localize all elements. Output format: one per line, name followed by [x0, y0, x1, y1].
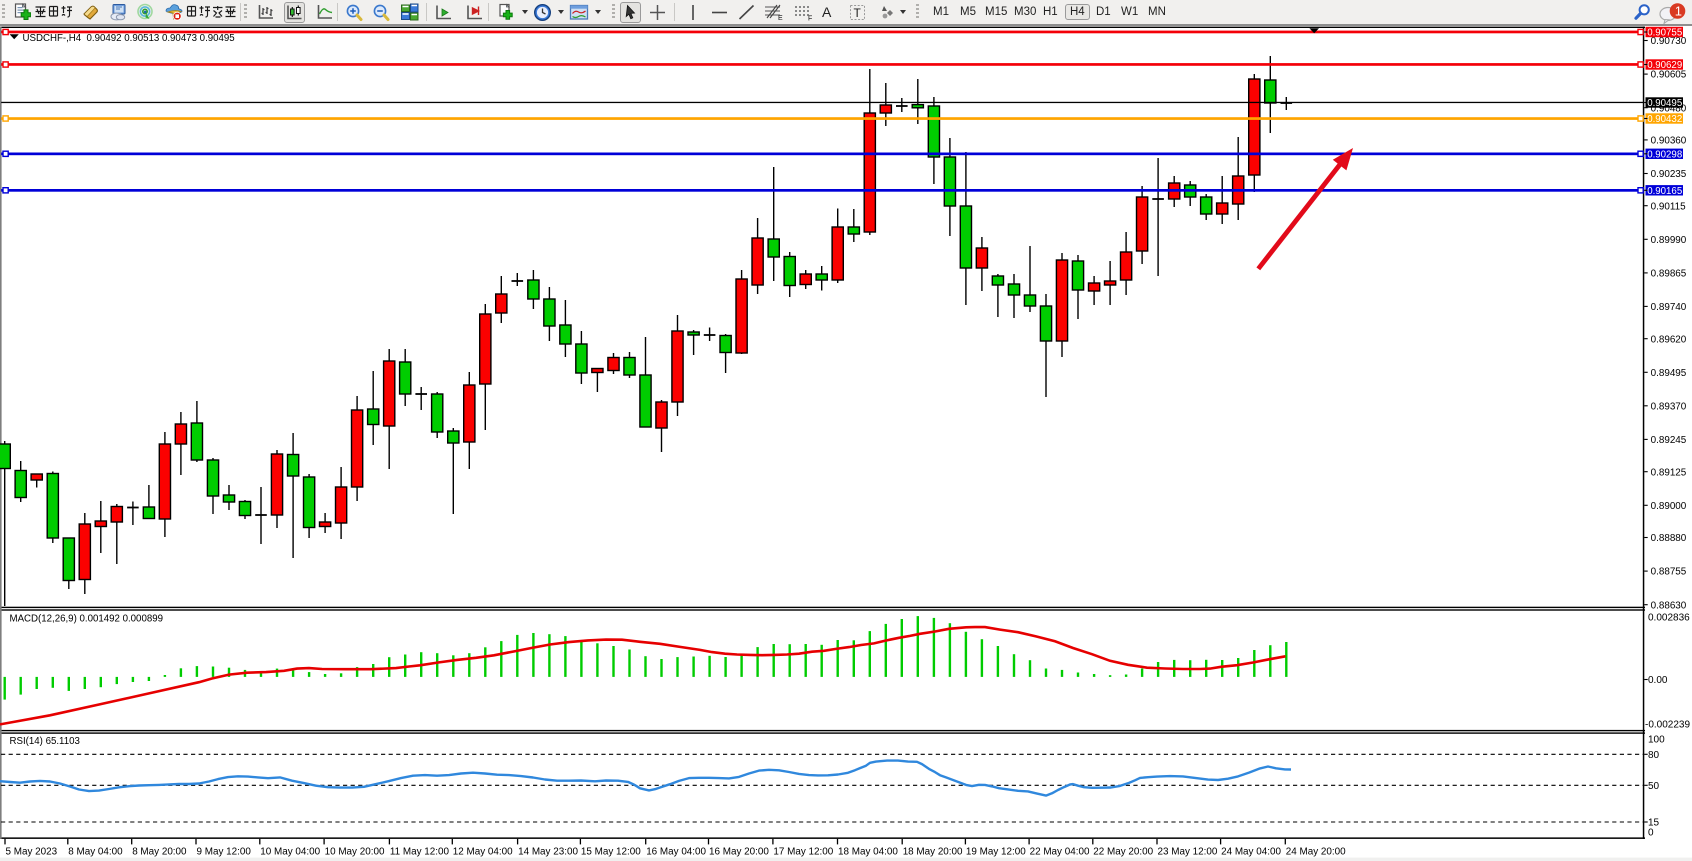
svg-text:0.002836: 0.002836: [1648, 613, 1690, 624]
svg-text:23 May 12:00: 23 May 12:00: [1158, 846, 1218, 857]
svg-text:19 May 12:00: 19 May 12:00: [966, 846, 1026, 857]
svg-text:8 May 20:00: 8 May 20:00: [132, 846, 187, 857]
svg-text:10 May 20:00: 10 May 20:00: [325, 846, 385, 857]
svg-text:0.90730: 0.90730: [1651, 36, 1687, 47]
svg-text:100: 100: [1648, 735, 1665, 746]
svg-text:0.90115: 0.90115: [1651, 201, 1686, 212]
svg-text:0.89245: 0.89245: [1651, 435, 1687, 446]
svg-text:0.88755: 0.88755: [1651, 567, 1687, 578]
svg-text:11 May 12:00: 11 May 12:00: [390, 846, 450, 857]
svg-text:0.90605: 0.90605: [1651, 70, 1687, 81]
svg-text:-0.002239: -0.002239: [1645, 720, 1690, 731]
svg-text:0.89125: 0.89125: [1651, 467, 1687, 478]
svg-text:0.88630: 0.88630: [1651, 600, 1687, 611]
svg-text:T: T: [854, 6, 862, 20]
svg-text:0.89495: 0.89495: [1651, 368, 1687, 379]
svg-text:0.89000: 0.89000: [1651, 501, 1687, 512]
svg-text:5 May 2023: 5 May 2023: [6, 846, 58, 857]
svg-text:USDCHF-,H4 0.90492 0.90513 0.: USDCHF-,H4 0.90492 0.90513 0.90473 0.904…: [23, 33, 235, 44]
svg-text:F: F: [808, 16, 812, 23]
svg-text:MACD(12,26,9) 0.001492 0.00089: MACD(12,26,9) 0.001492 0.000899: [10, 614, 164, 625]
svg-text:16 May 04:00: 16 May 04:00: [646, 846, 706, 857]
svg-text:0.90165: 0.90165: [1647, 186, 1682, 197]
svg-text:RSI(14) 65.1103: RSI(14) 65.1103: [10, 736, 80, 747]
svg-text:16 May 20:00: 16 May 20:00: [709, 846, 769, 857]
svg-text:E: E: [778, 15, 783, 22]
svg-text:24 May 04:00: 24 May 04:00: [1221, 846, 1281, 857]
svg-text:0: 0: [1648, 828, 1654, 839]
svg-text:17 May 12:00: 17 May 12:00: [773, 846, 833, 857]
svg-text:0.89620: 0.89620: [1651, 334, 1687, 345]
svg-text:80: 80: [1648, 750, 1660, 761]
svg-text:14 May 23:00: 14 May 23:00: [518, 846, 578, 857]
svg-text:0.90629: 0.90629: [1647, 60, 1682, 71]
svg-text:8 May 04:00: 8 May 04:00: [68, 846, 123, 857]
svg-text:0.89990: 0.89990: [1651, 235, 1687, 246]
svg-text:18 May 04:00: 18 May 04:00: [838, 846, 898, 857]
svg-text:0.00: 0.00: [1648, 675, 1668, 686]
svg-text:12 May 04:00: 12 May 04:00: [453, 846, 513, 857]
svg-text:0.88880: 0.88880: [1651, 533, 1687, 544]
svg-text:0.90755: 0.90755: [1647, 28, 1682, 39]
svg-text:10 May 04:00: 10 May 04:00: [260, 846, 320, 857]
svg-text:0.89370: 0.89370: [1651, 401, 1687, 412]
svg-text:0.89865: 0.89865: [1651, 269, 1687, 280]
svg-text:0.90480: 0.90480: [1651, 103, 1687, 114]
svg-text:18 May 20:00: 18 May 20:00: [903, 846, 963, 857]
svg-text:0.90298: 0.90298: [1647, 149, 1682, 160]
svg-text:24 May 20:00: 24 May 20:00: [1286, 846, 1346, 857]
svg-text:0.90432: 0.90432: [1647, 114, 1682, 125]
svg-text:9 May 12:00: 9 May 12:00: [197, 846, 252, 857]
svg-text:22 May 04:00: 22 May 04:00: [1030, 846, 1090, 857]
svg-text:0.89740: 0.89740: [1651, 302, 1687, 313]
svg-text:0.90495: 0.90495: [1647, 98, 1682, 109]
svg-text:0.90235: 0.90235: [1651, 169, 1687, 180]
svg-text:50: 50: [1648, 781, 1660, 792]
svg-text:0.90360: 0.90360: [1651, 136, 1687, 147]
svg-text:1: 1: [1675, 4, 1682, 19]
svg-text:15 May 12:00: 15 May 12:00: [581, 846, 641, 857]
svg-text:22 May 20:00: 22 May 20:00: [1093, 846, 1153, 857]
svg-text:15: 15: [1648, 818, 1660, 829]
